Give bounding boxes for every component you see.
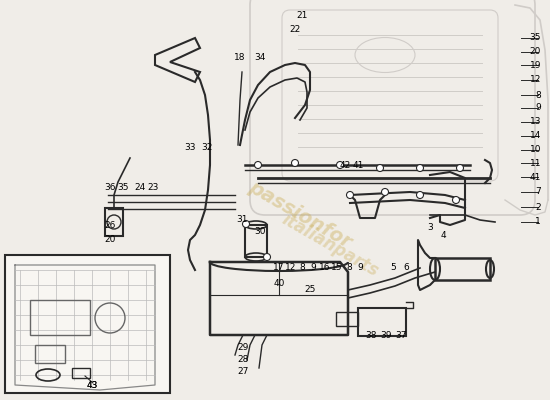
Text: 35: 35 — [117, 184, 129, 192]
Text: 19: 19 — [530, 60, 541, 70]
Text: 39: 39 — [380, 330, 392, 340]
Text: 22: 22 — [289, 26, 301, 34]
Text: 42: 42 — [339, 160, 351, 170]
Circle shape — [377, 164, 383, 172]
Bar — [30, 300, 90, 335]
Circle shape — [292, 160, 299, 166]
Text: 6: 6 — [403, 264, 409, 272]
Text: 11: 11 — [530, 158, 541, 168]
Text: passionfor: passionfor — [245, 178, 355, 252]
Circle shape — [346, 192, 354, 198]
Text: 23: 23 — [147, 184, 159, 192]
Text: 20: 20 — [530, 48, 541, 56]
Text: 30: 30 — [254, 228, 266, 236]
Text: 24: 24 — [134, 184, 146, 192]
Text: 36: 36 — [104, 184, 116, 192]
Text: 21: 21 — [296, 10, 307, 20]
Text: 26: 26 — [104, 220, 116, 230]
Text: 13: 13 — [530, 118, 541, 126]
Text: 8: 8 — [535, 90, 541, 100]
Circle shape — [337, 162, 344, 168]
Bar — [5, 255, 170, 393]
Bar — [435, 258, 490, 280]
Circle shape — [456, 164, 464, 172]
Text: 7: 7 — [535, 188, 541, 196]
Text: italianparts: italianparts — [278, 210, 382, 280]
Circle shape — [255, 162, 261, 168]
Text: 31: 31 — [236, 216, 248, 224]
Bar — [72, 368, 90, 378]
Text: 27: 27 — [237, 368, 249, 376]
Text: 41: 41 — [353, 160, 364, 170]
Text: 1: 1 — [535, 218, 541, 226]
Text: 5: 5 — [390, 264, 396, 272]
Bar — [105, 208, 123, 236]
Text: 14: 14 — [530, 132, 541, 140]
Text: 15: 15 — [331, 264, 343, 272]
Text: 35: 35 — [530, 34, 541, 42]
Text: 20: 20 — [104, 236, 116, 244]
Text: 43: 43 — [86, 380, 98, 390]
Text: 28: 28 — [237, 356, 249, 364]
Text: 18: 18 — [234, 54, 246, 62]
Text: 38: 38 — [365, 330, 377, 340]
Bar — [336, 312, 358, 326]
Text: 40: 40 — [273, 278, 285, 288]
Text: 33: 33 — [184, 144, 196, 152]
Text: 10: 10 — [530, 146, 541, 154]
Text: 12: 12 — [530, 76, 541, 84]
Text: 9: 9 — [357, 264, 363, 272]
Text: 25: 25 — [304, 286, 316, 294]
Text: 12: 12 — [285, 264, 296, 272]
Text: 9: 9 — [535, 104, 541, 112]
Bar — [245, 225, 267, 257]
Text: 16: 16 — [319, 264, 331, 272]
Text: 43: 43 — [86, 380, 98, 390]
Circle shape — [416, 192, 424, 198]
Text: 34: 34 — [254, 54, 266, 62]
Circle shape — [453, 196, 459, 204]
Bar — [358, 308, 406, 336]
Text: 41: 41 — [530, 172, 541, 182]
Text: 17: 17 — [273, 264, 285, 272]
Circle shape — [416, 164, 424, 172]
Text: 2: 2 — [535, 202, 541, 212]
Text: 9: 9 — [310, 264, 316, 272]
Text: 4: 4 — [440, 230, 446, 240]
Circle shape — [382, 188, 388, 196]
Circle shape — [243, 220, 250, 228]
Circle shape — [263, 254, 271, 260]
Text: 32: 32 — [201, 144, 213, 152]
Text: 3: 3 — [427, 224, 433, 232]
Text: 37: 37 — [395, 330, 407, 340]
Text: 8: 8 — [299, 264, 305, 272]
Bar — [35, 345, 65, 363]
Text: 8: 8 — [346, 264, 352, 272]
Text: 29: 29 — [237, 344, 249, 352]
